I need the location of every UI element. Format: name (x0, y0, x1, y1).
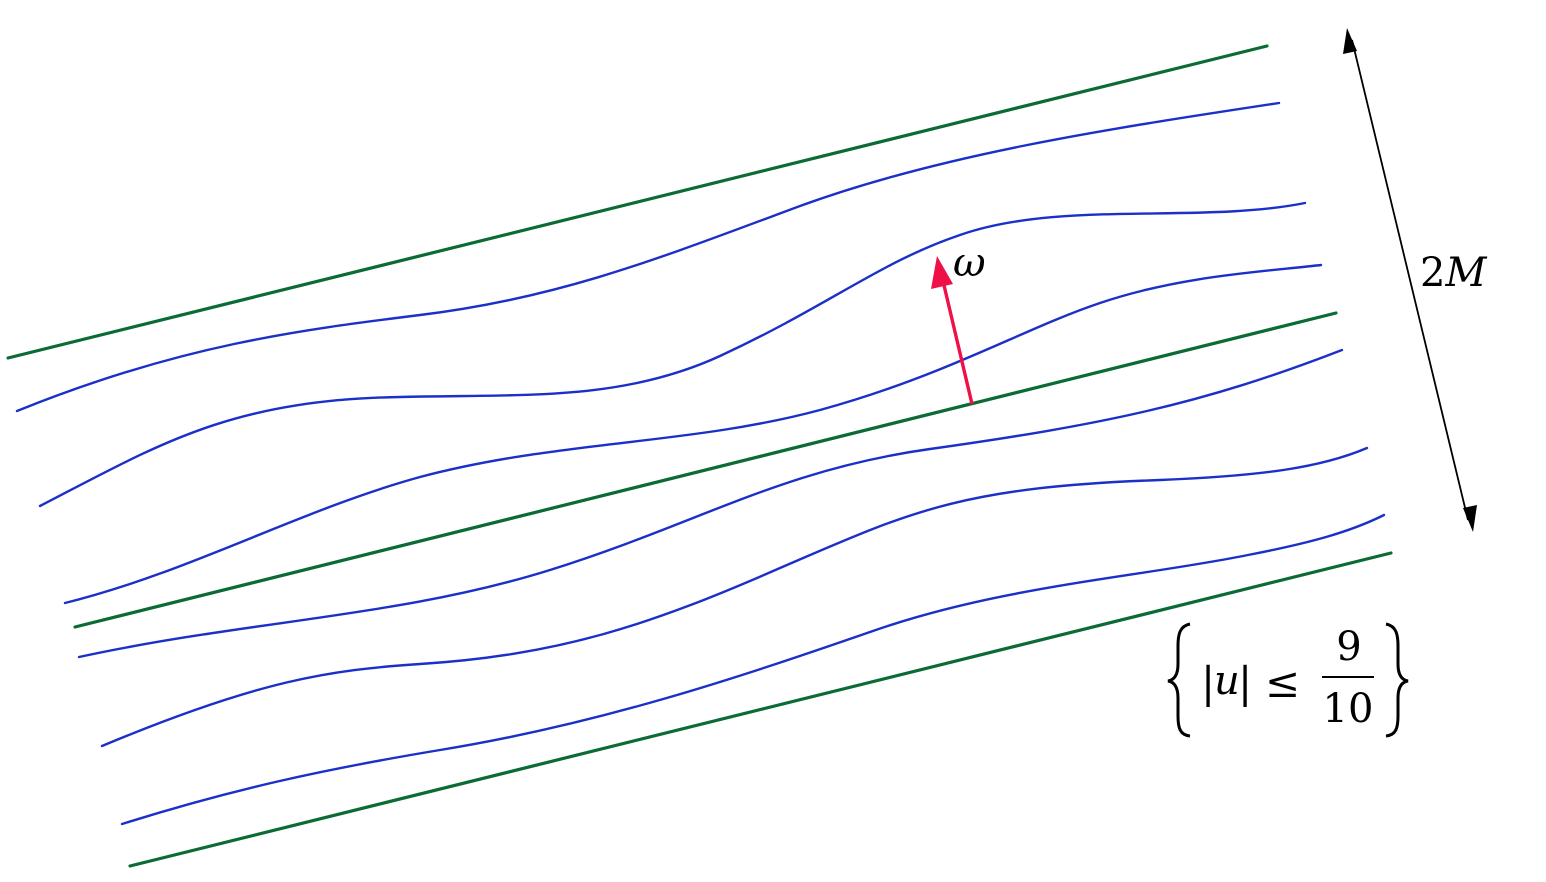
set-abs-open: | (1201, 658, 1215, 707)
omega-label: ω (953, 240, 986, 286)
blue-level-curve-5 (100, 446, 1369, 748)
set-fraction-denominator: 10 (1323, 686, 1374, 732)
green-line-middle (73, 311, 1338, 629)
blue-level-curve-2 (38, 201, 1307, 508)
blue-level-curve-6 (120, 513, 1386, 826)
width-arrow-top-head-icon (1343, 28, 1357, 54)
blue-level-curve-4 (77, 348, 1344, 659)
set-left-brace (1167, 622, 1191, 738)
green-line-bottom (128, 551, 1393, 868)
omega-arrow-head-icon (931, 256, 953, 289)
set-abs-close: | (1238, 658, 1252, 707)
omega-normal-arrow-shaft (941, 280, 974, 405)
set-variable: u (1214, 658, 1240, 704)
set-label: | u | ≤ 9 10 (1167, 622, 1409, 738)
width-label: 2M (1420, 250, 1487, 296)
set-right-brace (1385, 622, 1409, 738)
green-line-top (6, 44, 1269, 360)
blue-level-curve-1 (15, 101, 1281, 413)
width-label-variable: M (1444, 250, 1487, 296)
width-arrow-bottom-head-icon (1463, 505, 1477, 532)
blue-level-curve-3 (63, 263, 1323, 605)
width-dimension-line (1351, 39, 1469, 521)
set-relation: ≤ (1265, 658, 1300, 707)
set-fraction-numerator: 9 (1336, 624, 1361, 670)
width-label-number: 2 (1420, 250, 1445, 296)
